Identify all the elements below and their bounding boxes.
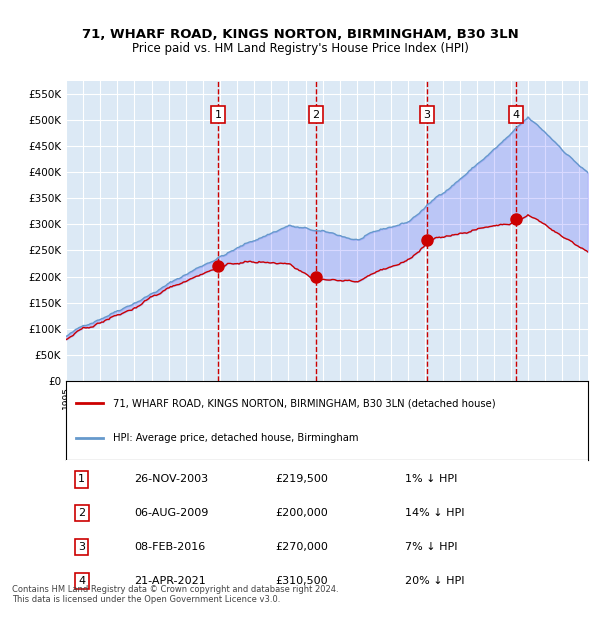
Text: 20% ↓ HPI: 20% ↓ HPI [406, 576, 465, 586]
Text: 2: 2 [78, 508, 85, 518]
Text: 4: 4 [512, 110, 520, 120]
Text: 26-NOV-2003: 26-NOV-2003 [134, 474, 208, 484]
Text: £270,000: £270,000 [275, 542, 328, 552]
Text: 14% ↓ HPI: 14% ↓ HPI [406, 508, 465, 518]
Text: 4: 4 [78, 576, 85, 586]
Text: HPI: Average price, detached house, Birmingham: HPI: Average price, detached house, Birm… [113, 433, 358, 443]
Text: 08-FEB-2016: 08-FEB-2016 [134, 542, 205, 552]
Text: 7% ↓ HPI: 7% ↓ HPI [406, 542, 458, 552]
Text: Contains HM Land Registry data © Crown copyright and database right 2024.
This d: Contains HM Land Registry data © Crown c… [12, 585, 338, 604]
Text: 21-APR-2021: 21-APR-2021 [134, 576, 206, 586]
Text: Price paid vs. HM Land Registry's House Price Index (HPI): Price paid vs. HM Land Registry's House … [131, 42, 469, 55]
Text: 3: 3 [424, 110, 431, 120]
Text: £200,000: £200,000 [275, 508, 328, 518]
Text: 1% ↓ HPI: 1% ↓ HPI [406, 474, 458, 484]
Text: £219,500: £219,500 [275, 474, 328, 484]
Text: £310,500: £310,500 [275, 576, 328, 586]
Text: 3: 3 [78, 542, 85, 552]
Text: 1: 1 [78, 474, 85, 484]
Text: 06-AUG-2009: 06-AUG-2009 [134, 508, 208, 518]
Text: 1: 1 [215, 110, 222, 120]
Text: 2: 2 [313, 110, 319, 120]
Text: 71, WHARF ROAD, KINGS NORTON, BIRMINGHAM, B30 3LN: 71, WHARF ROAD, KINGS NORTON, BIRMINGHAM… [82, 28, 518, 41]
Text: 71, WHARF ROAD, KINGS NORTON, BIRMINGHAM, B30 3LN (detached house): 71, WHARF ROAD, KINGS NORTON, BIRMINGHAM… [113, 398, 496, 408]
